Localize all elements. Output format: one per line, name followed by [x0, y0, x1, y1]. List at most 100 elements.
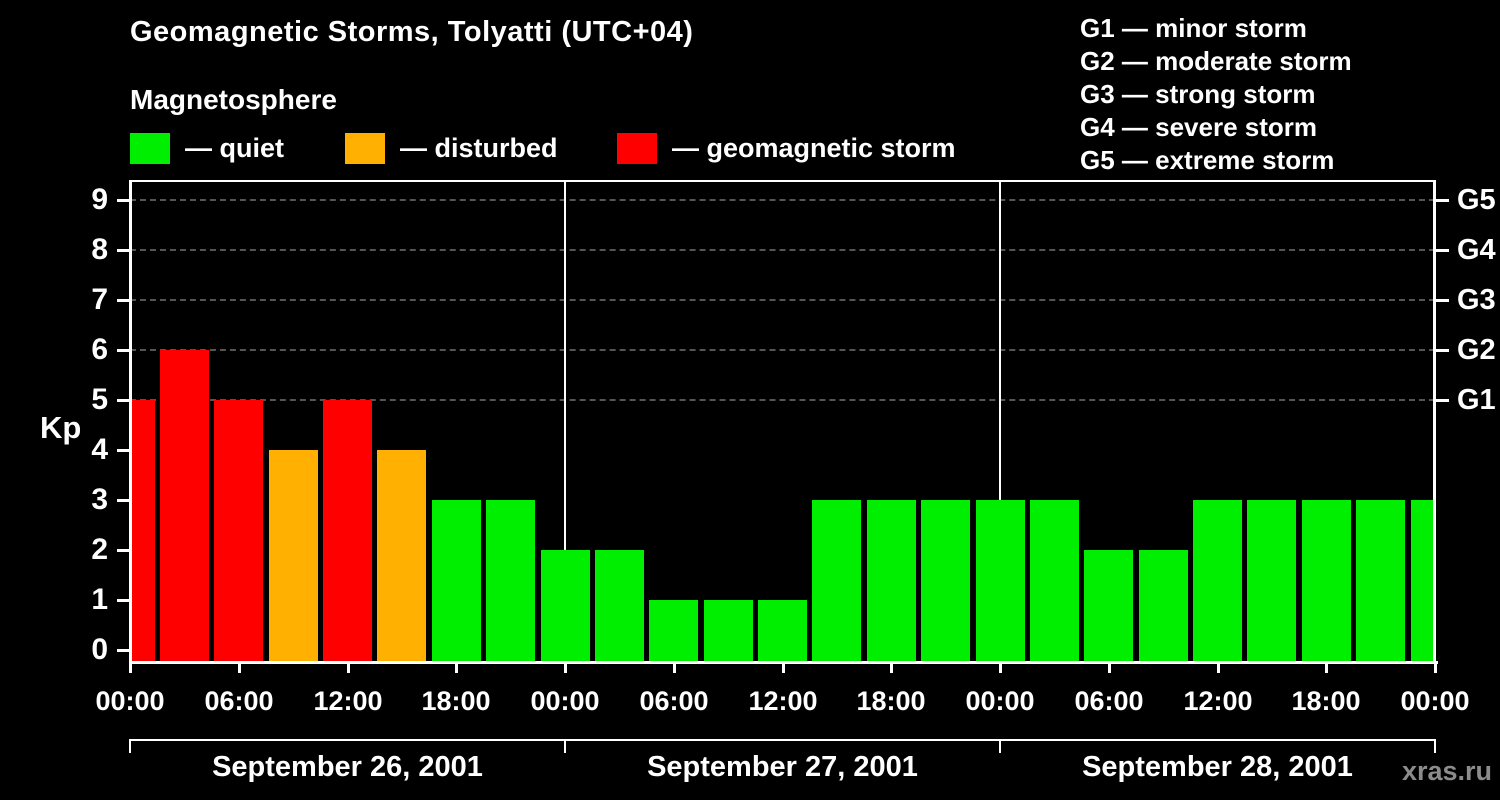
legend-label-quiet: — quiet: [185, 132, 284, 163]
x-tick: [1217, 664, 1220, 673]
kp-bar: [214, 400, 263, 661]
kp-bar: [1139, 550, 1188, 661]
x-tick: [1325, 664, 1328, 673]
x-tick-label: 12:00: [1183, 686, 1253, 716]
kp-bar: [1247, 500, 1296, 661]
storm-swatch: [617, 132, 657, 164]
x-tick-label: 00:00: [95, 686, 165, 716]
gridline-kp8: [130, 249, 1435, 251]
kp-bar: [486, 500, 535, 661]
date-axis-line: [130, 739, 1435, 741]
y-tick: [117, 249, 130, 252]
storm-scale-g5: G5 — extreme storm: [1080, 145, 1335, 175]
legend-item-storm: — geomagnetic storm: [617, 132, 956, 164]
date-axis-tick: [1434, 739, 1436, 753]
x-tick-label: 00:00: [530, 686, 600, 716]
storm-scale-legend: G1 — minor storm G2 — moderate storm G3 …: [1080, 12, 1352, 177]
date-axis-tick: [564, 739, 566, 753]
x-tick-label: 06:00: [1074, 686, 1144, 716]
kp-bar: [130, 400, 155, 661]
legend-item-disturbed: — disturbed: [345, 132, 558, 164]
kp-bar: [269, 450, 318, 661]
chart-title: Geomagnetic Storms, Tolyatti (UTC+04): [130, 16, 694, 48]
gridline-kp5: [130, 399, 1435, 401]
x-tick: [129, 664, 132, 673]
right-tick: [1436, 299, 1449, 302]
date-label-day3: September 28, 2001: [1082, 751, 1353, 783]
x-tick-label: 12:00: [748, 686, 818, 716]
day-separator: [999, 180, 1001, 661]
x-tick: [1434, 664, 1437, 673]
storm-scale-g2: G2 — moderate storm: [1080, 46, 1352, 76]
kp-bar: [1356, 500, 1405, 661]
y-tick: [117, 499, 130, 502]
y-tick: [117, 299, 130, 302]
y-tick: [117, 649, 130, 652]
date-label-day1: September 26, 2001: [212, 751, 483, 783]
disturbed-swatch: [345, 132, 385, 164]
g-axis-label: G2: [1457, 334, 1496, 366]
x-tick-label: 06:00: [204, 686, 274, 716]
x-tick-label: 12:00: [313, 686, 383, 716]
kp-bar: [1084, 550, 1133, 661]
x-tick: [673, 664, 676, 673]
kp-bar: [541, 550, 590, 661]
legend-label-storm: — geomagnetic storm: [672, 132, 956, 163]
kp-bar: [976, 500, 1025, 661]
g-axis-label: G3: [1457, 284, 1496, 316]
x-tick: [347, 664, 350, 673]
date-axis-tick: [129, 739, 131, 753]
storm-scale-g4: G4 — severe storm: [1080, 112, 1318, 142]
x-tick: [238, 664, 241, 673]
kp-bar: [921, 500, 970, 661]
date-axis-tick: [999, 739, 1001, 753]
y-tick: [117, 349, 130, 352]
x-tick-label: 00:00: [1400, 686, 1470, 716]
kp-bar: [1411, 500, 1436, 661]
right-tick: [1436, 349, 1449, 352]
g-axis-label: G5: [1457, 184, 1496, 216]
chart-subtitle: Magnetosphere: [130, 84, 337, 115]
y-tick-label: 7: [91, 283, 108, 316]
kp-bar: [432, 500, 481, 661]
storm-scale-g1: G1 — minor storm: [1080, 13, 1307, 43]
y-tick-label: 5: [91, 383, 108, 416]
storm-scale-g3: G3 — strong storm: [1080, 79, 1316, 109]
y-tick-label: 4: [91, 433, 108, 466]
y-tick: [117, 549, 130, 552]
y-tick: [117, 599, 130, 602]
kp-bar: [812, 500, 861, 661]
g-axis-label: G1: [1457, 384, 1496, 416]
kp-bar: [1030, 500, 1079, 661]
kp-bar: [1193, 500, 1242, 661]
gridline-kp7: [130, 299, 1435, 301]
kp-bar: [160, 350, 209, 661]
day-separator: [564, 180, 566, 661]
x-tick-label: 00:00: [965, 686, 1035, 716]
kp-bar: [1302, 500, 1351, 661]
y-axis-line: [129, 180, 132, 664]
kp-bar: [649, 600, 698, 661]
watermark: xras.ru: [1401, 756, 1492, 786]
x-tick: [564, 664, 567, 673]
quiet-swatch: [130, 132, 170, 164]
y-tick: [117, 199, 130, 202]
gridline-kp6: [130, 349, 1435, 351]
x-tick: [890, 664, 893, 673]
gridline-kp9: [130, 199, 1435, 201]
y-tick: [117, 399, 130, 402]
x-tick-label: 18:00: [856, 686, 926, 716]
right-axis-line: [1433, 180, 1436, 664]
y-tick-label: 9: [91, 183, 108, 216]
legend-label-disturbed: — disturbed: [400, 132, 558, 163]
right-tick: [1436, 399, 1449, 402]
right-tick: [1436, 199, 1449, 202]
y-tick-label: 8: [91, 233, 108, 266]
x-tick-label: 18:00: [421, 686, 491, 716]
plot-border-top: [130, 180, 1435, 182]
g-axis-label: G4: [1457, 234, 1496, 266]
y-tick-label: 2: [91, 533, 108, 566]
x-axis-line: [129, 661, 1438, 664]
x-tick-label: 06:00: [639, 686, 709, 716]
